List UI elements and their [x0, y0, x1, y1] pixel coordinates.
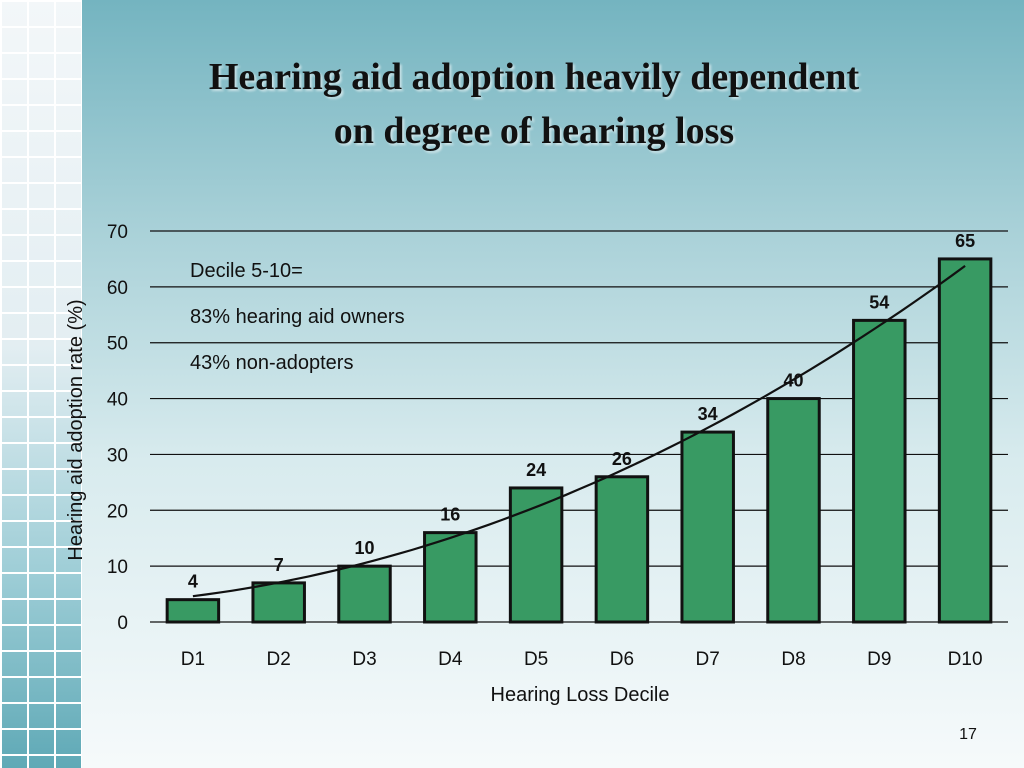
bar-D2 — [251, 581, 306, 624]
x-tick-label: D10 — [948, 649, 983, 670]
y-tick-label: 70 — [107, 222, 128, 243]
bar-value-labels: 4 7 10 16 24 26 34 40 54 65 — [188, 231, 975, 592]
x-tick-label: D5 — [524, 649, 548, 670]
x-axis-ticks: D1 D2 D3 D4 D5 D6 D7 D8 D9 D10 — [181, 649, 983, 670]
bars — [165, 257, 993, 624]
trend-line — [192, 265, 966, 598]
page-number: 17 — [959, 726, 977, 743]
y-tick-label: 10 — [107, 557, 128, 578]
y-axis-ticks: 0 10 20 30 40 50 60 70 — [107, 222, 128, 634]
bar-D3 — [337, 564, 392, 624]
slide-title: Hearing aid adoption heavily dependent o… — [100, 50, 968, 158]
bar-value-label: 16 — [440, 505, 460, 525]
bar-value-label: 26 — [612, 449, 632, 469]
y-tick-label: 60 — [107, 278, 128, 299]
bar-D10 — [937, 257, 993, 624]
y-tick-label: 20 — [107, 501, 128, 522]
bar-D1 — [165, 598, 221, 624]
bar-value-label: 54 — [869, 292, 889, 312]
bar-value-label: 34 — [698, 404, 718, 424]
bar-D9 — [852, 318, 907, 624]
y-tick-label: 0 — [117, 613, 128, 634]
x-tick-label: D9 — [867, 649, 891, 670]
x-tick-label: D8 — [781, 649, 805, 670]
bar-D7 — [680, 430, 735, 624]
y-tick-label: 30 — [107, 445, 128, 466]
slide-title-line-1: Hearing aid adoption heavily dependent — [208, 56, 860, 98]
x-tick-label: D3 — [352, 649, 376, 670]
x-tick-label: D2 — [267, 649, 291, 670]
bar-D5 — [508, 486, 564, 624]
bar-D6 — [594, 475, 650, 624]
y-tick-label: 40 — [107, 390, 128, 411]
bar-value-label: 10 — [354, 538, 374, 558]
decorative-grid-strip — [0, 0, 82, 768]
bar-value-label: 4 — [188, 572, 198, 592]
y-axis-label: Hearing aid adoption rate (%) — [65, 299, 87, 560]
annotation-line-3: 43% non-adopters — [190, 352, 353, 374]
annotation-line-1: Decile 5-10= — [190, 260, 303, 282]
chart-annotation: Decile 5-10= 83% hearing aid owners 43% … — [190, 260, 405, 374]
bar-value-label: 24 — [526, 460, 546, 480]
y-tick-label: 50 — [107, 334, 128, 355]
bar-value-label: 7 — [274, 555, 284, 575]
bar-D8 — [766, 397, 821, 624]
slide-title-line-2: on degree of hearing loss — [333, 110, 735, 152]
x-tick-label: D1 — [181, 649, 205, 670]
annotation-line-2: 83% hearing aid owners — [190, 306, 405, 328]
bar-value-label: 40 — [783, 371, 803, 391]
bar-value-label: 65 — [955, 231, 975, 251]
bar-D4 — [423, 531, 478, 624]
x-tick-label: D6 — [610, 649, 634, 670]
x-tick-label: D4 — [438, 649, 463, 670]
x-tick-label: D7 — [696, 649, 720, 670]
x-axis-label: Hearing Loss Decile — [491, 684, 670, 706]
